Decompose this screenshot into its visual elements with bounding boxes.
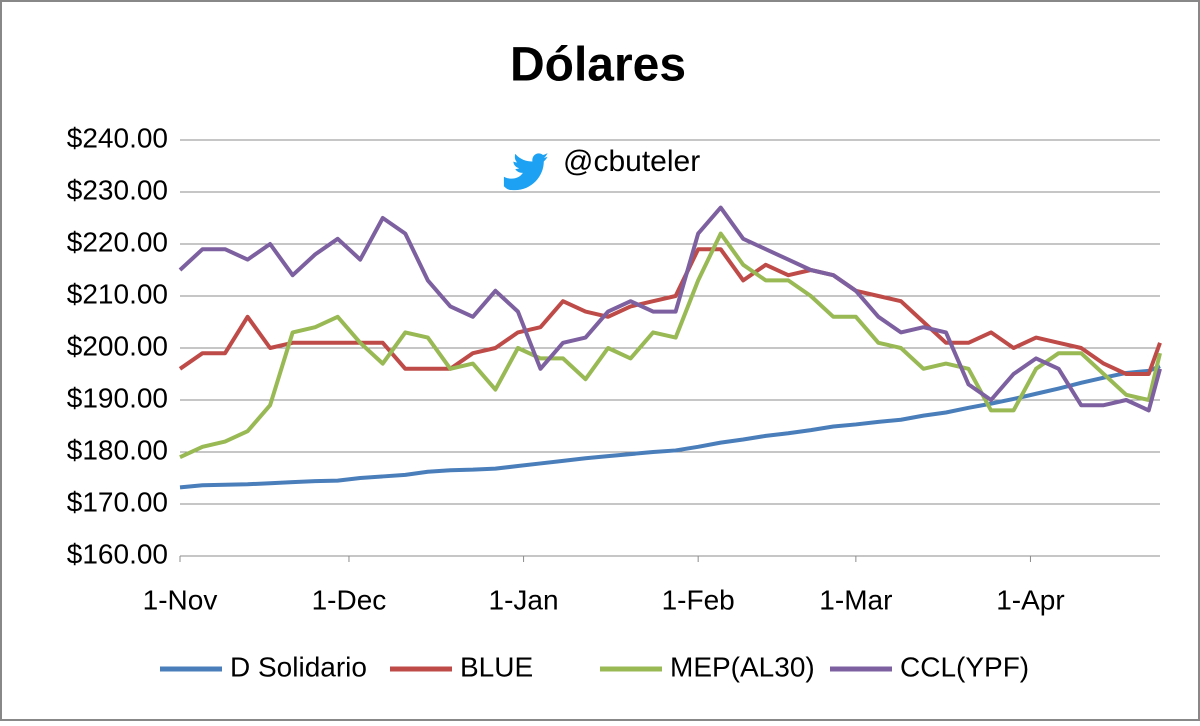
legend-label: MEP(AL30) [670, 651, 815, 682]
line-series [178, 205, 1162, 413]
y-tick-label: $230.00 [67, 174, 168, 205]
legend-label: BLUE [460, 651, 533, 682]
legend-label: D Solidario [230, 651, 367, 682]
y-tick-label: $240.00 [67, 122, 168, 153]
y-tick-label: $220.00 [67, 226, 168, 257]
y-tick-label: $200.00 [67, 330, 168, 361]
x-tick-label: 1-Jan [489, 584, 559, 615]
y-tick-label: $190.00 [67, 382, 168, 413]
y-tick-label: $160.00 [67, 538, 168, 569]
annotation: @cbuteler [563, 145, 700, 178]
y-tick-label: $210.00 [67, 278, 168, 309]
line-series [179, 231, 1162, 460]
line-series [179, 364, 1161, 490]
line-series [178, 247, 1162, 376]
y-tick-label: $170.00 [67, 486, 168, 517]
x-tick-label: 1-Dec [312, 584, 387, 615]
x-tick-label: 1-Feb [662, 584, 735, 615]
x-tick-label: 1-Mar [819, 584, 892, 615]
x-tick-label: 1-Nov [143, 584, 218, 615]
twitter-icon [503, 152, 548, 191]
legend-label: CCL(YPF) [900, 651, 1029, 682]
y-tick-label: $180.00 [67, 434, 168, 465]
chart-title: Dólares [510, 39, 686, 92]
x-tick-label: 1-Apr [996, 584, 1064, 615]
